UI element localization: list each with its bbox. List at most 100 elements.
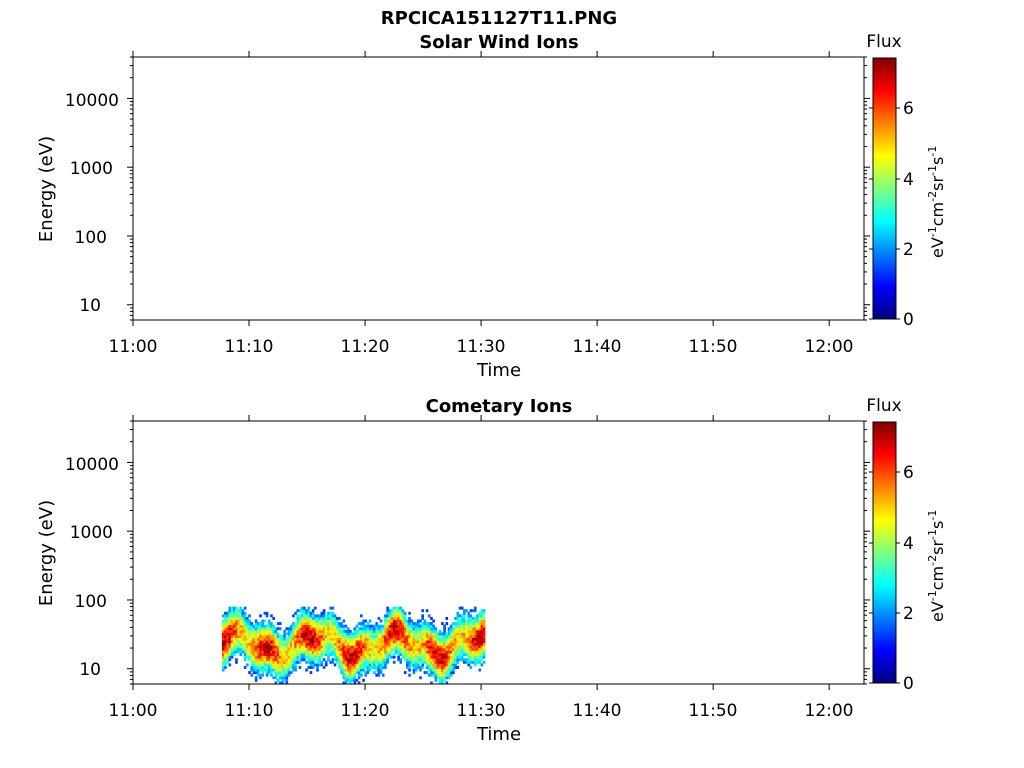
- heatmap-cell: [246, 650, 249, 654]
- heatmap-cell: [340, 655, 343, 659]
- heatmap-cell: [412, 629, 416, 633]
- heatmap-cell: [349, 642, 352, 646]
- heatmap-cell: [441, 642, 444, 646]
- heatmap-cell: [300, 614, 304, 618]
- heatmap-cell: [322, 645, 326, 649]
- heatmap-cell: [296, 658, 300, 662]
- heatmap-cell: [320, 637, 324, 641]
- heatmap-cell: [278, 647, 282, 651]
- heatmap-cell: [403, 616, 407, 620]
- heatmap-cell: [471, 650, 475, 654]
- heatmap-cell: [368, 640, 372, 644]
- heatmap-cell: [460, 606, 464, 610]
- heatmap-cell: [480, 635, 484, 638]
- heatmap-cell: [254, 640, 258, 644]
- heatmap-cell: [364, 647, 368, 651]
- heatmap-cell: [436, 640, 440, 644]
- heatmap-cell: [261, 637, 264, 641]
- figure-title: RPCICA151127T11.PNG: [381, 8, 617, 29]
- heatmap-cell: [239, 653, 243, 657]
- heatmap-cell: [309, 619, 313, 623]
- heatmap-cell: [281, 650, 284, 654]
- heatmap-cell: [300, 632, 304, 636]
- heatmap-cell: [340, 635, 343, 638]
- heatmap-cell: [327, 645, 330, 649]
- heatmap-cell: [230, 619, 234, 623]
- heatmap-cell: [338, 624, 341, 628]
- heatmap-cell: [463, 616, 466, 620]
- heatmap-cell: [246, 655, 249, 659]
- colorbar-tick-label: 4: [903, 534, 914, 554]
- heatmap-cell: [408, 629, 411, 633]
- heatmap-cell: [476, 627, 479, 631]
- heatmap-cell: [441, 658, 444, 662]
- heatmap-cell: [346, 660, 350, 664]
- heatmap-cell: [292, 655, 295, 659]
- heatmap-cell: [311, 642, 315, 646]
- heatmap-cell: [278, 663, 282, 667]
- heatmap-cell: [276, 642, 280, 646]
- heatmap-cell: [375, 632, 378, 636]
- heatmap-cell: [289, 632, 293, 636]
- heatmap-cell: [270, 632, 273, 636]
- heatmap-cell: [237, 647, 240, 651]
- heatmap-cell: [338, 665, 341, 669]
- heatmap-cell: [353, 629, 357, 633]
- heatmap-cell: [456, 658, 460, 662]
- heatmap-cell: [476, 614, 479, 618]
- heatmap-cell: [239, 637, 243, 641]
- heatmap-cell: [456, 629, 460, 633]
- heatmap-cell: [292, 650, 295, 654]
- heatmap-cell: [401, 640, 405, 644]
- heatmap-cell: [333, 627, 337, 631]
- heatmap-cell: [375, 665, 378, 669]
- heatmap-cell: [252, 663, 256, 667]
- heatmap-cell: [373, 627, 376, 631]
- heatmap-cell: [261, 660, 264, 664]
- heatmap-cell: [456, 647, 460, 651]
- heatmap-cell: [436, 647, 440, 651]
- heatmap-cell: [482, 642, 486, 646]
- heatmap-cell: [248, 637, 251, 641]
- heatmap-cell: [329, 624, 332, 628]
- heatmap-cell: [427, 629, 431, 633]
- heatmap-cell: [368, 645, 372, 649]
- heatmap-cell: [370, 624, 374, 628]
- heatmap-cell: [460, 629, 464, 633]
- heatmap-cell: [278, 627, 282, 631]
- heatmap-cell: [368, 619, 372, 623]
- heatmap-cell: [316, 658, 319, 662]
- heatmap-cell: [226, 645, 229, 649]
- heatmap-cell: [419, 655, 422, 659]
- heatmap-cell: [333, 622, 337, 626]
- heatmap-cell: [226, 632, 229, 636]
- heatmap-cell: [419, 660, 422, 664]
- heatmap-cell: [346, 629, 350, 633]
- heatmap-cell: [432, 635, 435, 638]
- heatmap-cell: [406, 624, 409, 628]
- heatmap-cell: [346, 663, 350, 667]
- heatmap-cell: [305, 645, 308, 649]
- heatmap-cell: [254, 632, 258, 636]
- heatmap-cell: [322, 637, 326, 641]
- heatmap-cell: [270, 660, 273, 664]
- heatmap-cell: [434, 663, 438, 667]
- heatmap-cell: [458, 653, 462, 657]
- heatmap-cell: [434, 650, 438, 654]
- heatmap-cell: [221, 614, 225, 618]
- heatmap-cell: [412, 668, 416, 672]
- heatmap-cell: [283, 650, 286, 654]
- heatmap-cell: [353, 665, 357, 669]
- heatmap-cell: [283, 632, 286, 636]
- heatmap-cell: [283, 629, 286, 633]
- heatmap-cell: [425, 647, 429, 651]
- heatmap-cell: [221, 619, 225, 623]
- heatmap-cell: [351, 673, 354, 677]
- heatmap-cell: [230, 624, 234, 628]
- heatmap-cell: [254, 645, 258, 649]
- heatmap-cell: [434, 629, 438, 633]
- heatmap-cell: [278, 653, 282, 657]
- heatmap-cell: [289, 665, 293, 669]
- heatmap-cell: [296, 619, 300, 623]
- heatmap-cell: [346, 635, 350, 638]
